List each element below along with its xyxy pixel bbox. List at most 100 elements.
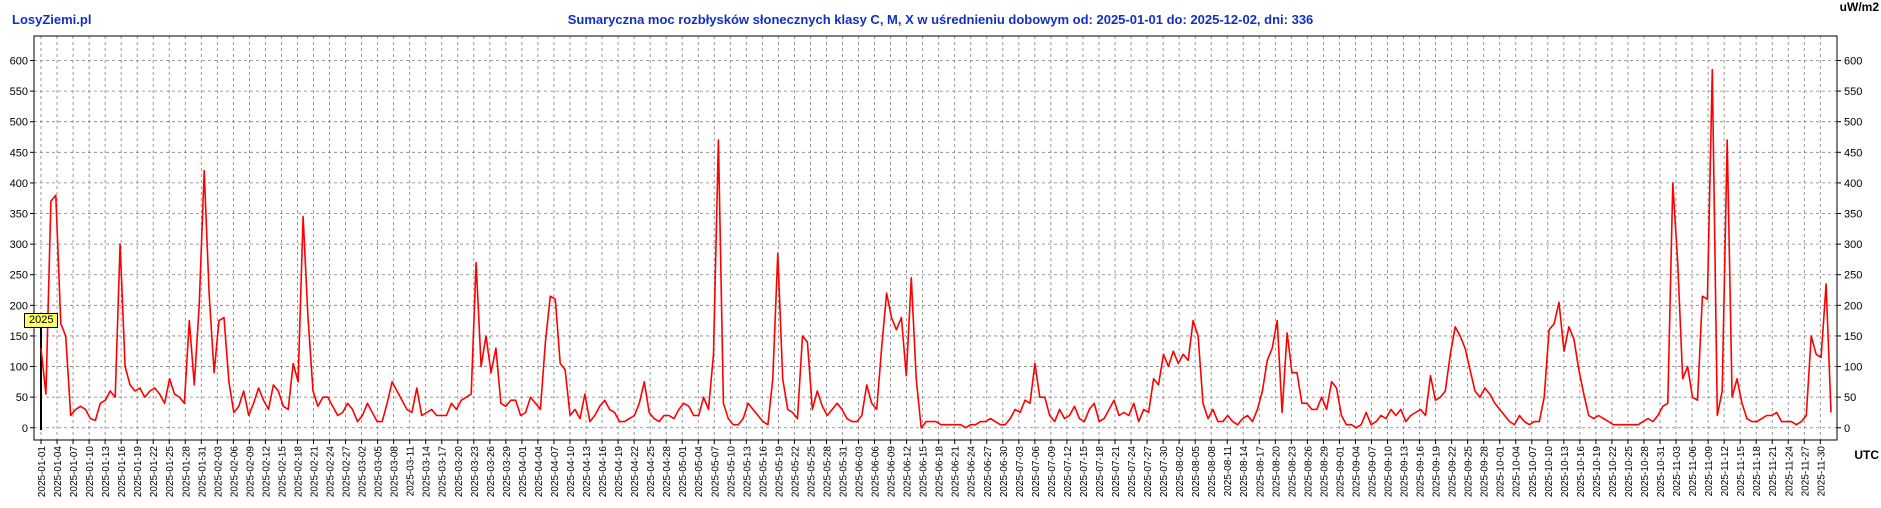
x-tick-label: 2025-07-03 [1015, 446, 1026, 498]
y-tick-label: 0 [22, 423, 28, 435]
x-tick-label: 2025-02-24 [326, 446, 337, 498]
y-tick-label: 50 [1844, 392, 1856, 404]
x-tick-label: 2025-06-18 [935, 446, 946, 498]
y-tick-label: 550 [10, 86, 28, 98]
y-tick-label: 450 [1844, 147, 1862, 159]
x-tick-label: 2025-06-24 [967, 446, 978, 498]
x-tick-label: 2025-02-15 [277, 446, 288, 498]
y-tick-label: 100 [1844, 362, 1862, 374]
x-tick-label: 2025-04-13 [582, 446, 593, 498]
x-tick-label: 2025-10-16 [1576, 446, 1587, 498]
x-tick-label: 2025-01-01 [37, 446, 48, 498]
x-tick-label: 2025-10-13 [1560, 446, 1571, 498]
x-tick-label: 2025-11-21 [1768, 446, 1779, 497]
x-tick-label: 2025-01-28 [181, 446, 192, 498]
x-tick-label: 2025-09-22 [1448, 446, 1459, 498]
x-tick-label: 2025-10-10 [1544, 446, 1555, 498]
x-tick-label: 2025-08-20 [1271, 446, 1282, 498]
x-tick-label: 2025-07-21 [1111, 446, 1122, 498]
x-tick-label: 2025-09-19 [1432, 446, 1443, 498]
x-tick-label: 2025-01-07 [69, 446, 80, 498]
x-tick-label: 2025-08-29 [1319, 446, 1330, 498]
y-tick-label: 400 [1844, 178, 1862, 190]
x-tick-label: 2025-05-04 [694, 446, 705, 498]
y-tick-label: 400 [10, 178, 28, 190]
x-tick-label: 2025-01-22 [149, 446, 160, 498]
y-tick-label: 0 [1844, 423, 1850, 435]
x-tick-label: 2025-08-26 [1303, 446, 1314, 498]
x-tick-label: 2025-03-11 [406, 446, 417, 497]
x-tick-label: 2025-04-01 [518, 446, 529, 498]
x-tick-label: 2025-02-18 [293, 446, 304, 498]
x-tick-label: 2025-05-28 [822, 446, 833, 498]
x-tick-label: 2025-09-04 [1351, 446, 1362, 498]
x-tick-label: 2025-03-29 [502, 446, 513, 498]
x-tick-label: 2025-11-27 [1800, 446, 1811, 497]
x-tick-label: 2025-10-31 [1656, 446, 1667, 498]
x-tick-label: 2025-05-19 [774, 446, 785, 498]
x-tick-label: 2025-03-23 [470, 446, 481, 498]
x-tick-label: 2025-10-01 [1496, 446, 1507, 498]
x-tick-label: 2025-01-19 [133, 446, 144, 498]
x-tick-label: 2025-04-07 [550, 446, 561, 498]
y-tick-label: 600 [1844, 55, 1862, 67]
x-tick-label: 2025-01-10 [85, 446, 96, 498]
x-axis: 2025-01-01 2025-01-04 2025-01-07 2025-01-10… [37, 440, 1827, 497]
x-tick-label: 2025-09-10 [1384, 446, 1395, 498]
x-tick-label: 2025-11-03 [1672, 446, 1683, 497]
y-tick-label: 300 [1844, 239, 1862, 251]
x-tick-label: 2025-10-19 [1592, 446, 1603, 498]
y-tick-label: 100 [10, 362, 28, 374]
x-tick-label: 2025-04-10 [566, 446, 577, 498]
x-tick-label: 2025-10-22 [1608, 446, 1619, 498]
x-tick-label: 2025-08-11 [1223, 446, 1234, 497]
year-marker-badge: 2025 [24, 313, 59, 328]
x-tick-label: 2025-06-15 [919, 446, 930, 498]
y-tick-label: 350 [10, 209, 28, 221]
plot-frame [33, 35, 1838, 441]
x-tick-label: 2025-03-20 [454, 446, 465, 498]
x-tick-label: 2025-09-16 [1416, 446, 1427, 498]
x-tick-label: 2025-06-12 [903, 446, 914, 498]
x-tick-label: 2025-03-17 [438, 446, 449, 498]
x-tick-label: 2025-03-08 [390, 446, 401, 498]
x-tick-label: 2025-11-24 [1784, 446, 1795, 497]
x-tick-label: 2025-05-31 [838, 446, 849, 498]
x-tick-label: 2025-01-13 [101, 446, 112, 498]
x-tick-label: 2025-04-25 [646, 446, 657, 498]
x-tick-label: 2025-02-12 [261, 446, 272, 498]
x-tick-label: 2025-09-13 [1400, 446, 1411, 498]
x-tick-label: 2025-11-15 [1736, 446, 1747, 497]
x-tick-label: 2025-07-12 [1063, 446, 1074, 498]
x-tick-label: 2025-11-09 [1704, 446, 1715, 497]
x-tick-label: 2025-05-07 [710, 446, 721, 498]
x-tick-label: 2025-04-28 [662, 446, 673, 498]
site-brand[interactable]: LosyZiemi.pl [12, 12, 92, 27]
x-tick-label: 2025-10-25 [1624, 446, 1635, 498]
x-tick-label: 2025-07-27 [1143, 446, 1154, 498]
x-tick-label: 2025-02-03 [213, 446, 224, 498]
x-tick-label: 2025-03-14 [422, 446, 433, 498]
x-tick-label: 2025-08-08 [1207, 446, 1218, 498]
x-tick-label: 2025-10-28 [1640, 446, 1651, 498]
x-tick-label: 2025-07-24 [1127, 446, 1138, 498]
x-tick-label: 2025-01-04 [53, 446, 64, 498]
x-tick-label: 2025-06-27 [983, 446, 994, 498]
x-tick-label: 2025-05-13 [742, 446, 753, 498]
x-tick-label: 2025-07-18 [1095, 446, 1106, 498]
x-tick-label: 2025-11-12 [1720, 446, 1731, 497]
y-tick-label: 200 [1844, 300, 1862, 312]
chart-title: Sumaryczna moc rozbłysków słonecznych kl… [567, 12, 1314, 27]
y-axis-unit-label: uW/m2 [1839, 0, 1879, 14]
x-tick-label: 2025-05-25 [806, 446, 817, 498]
y-tick-label: 250 [10, 270, 28, 282]
x-tick-label: 2025-03-26 [486, 446, 497, 498]
x-tick-label: 2025-08-14 [1239, 446, 1250, 498]
y-tick-label: 500 [1844, 117, 1862, 129]
x-tick-label: 2025-07-09 [1047, 446, 1058, 498]
y-tick-label: 300 [10, 239, 28, 251]
x-tick-label: 2025-09-25 [1464, 446, 1475, 498]
x-tick-label: 2025-08-05 [1191, 446, 1202, 498]
x-tick-label: 2025-01-16 [117, 446, 128, 498]
